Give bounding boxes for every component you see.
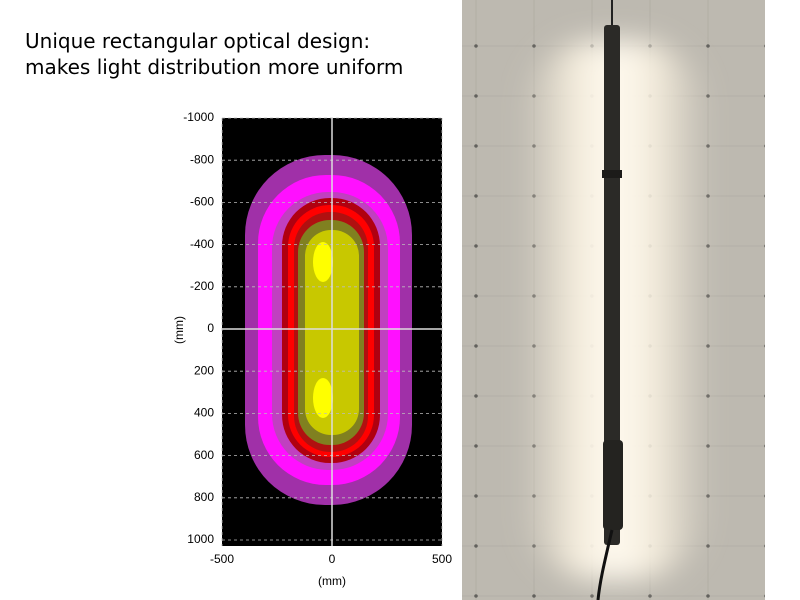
y-tick-label: -200	[190, 279, 214, 293]
contour-regions	[245, 155, 412, 505]
y-tick-label: -1000	[183, 110, 214, 124]
contour	[313, 378, 333, 418]
contour	[313, 242, 333, 282]
product-photo	[462, 0, 765, 600]
y-tick-label: 800	[194, 490, 214, 504]
y-tick-label: 400	[194, 406, 214, 420]
y-axis-label: (mm)	[172, 316, 186, 344]
y-tick-label: -600	[190, 195, 214, 209]
y-tick-label: 1000	[187, 532, 214, 546]
y-tick-label: 200	[194, 363, 214, 377]
y-tick-label: 600	[194, 448, 214, 462]
x-tick-label: 500	[432, 552, 452, 566]
title-line: Unique rectangular optical design:	[25, 29, 370, 53]
y-tick-label: 0	[207, 321, 214, 335]
x-tick-label: 0	[329, 552, 336, 566]
x-tick-label: -500	[210, 552, 234, 566]
y-tick-label: -400	[190, 237, 214, 251]
y-tick-label: -800	[190, 152, 214, 166]
title-line: makes light distribution more uniform	[25, 55, 403, 79]
x-axis-label: (mm)	[318, 574, 346, 588]
